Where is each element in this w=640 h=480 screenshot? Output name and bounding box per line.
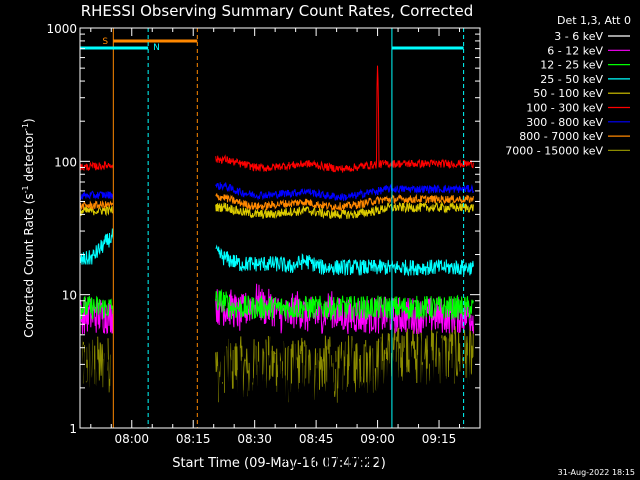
series-line-3-6-kev [79, 330, 114, 469]
legend-title: Det 1,3, Att 0 [557, 14, 631, 27]
axes [79, 27, 481, 429]
marker-label-s: S [102, 37, 108, 47]
series-line-12-25-kev [215, 288, 474, 322]
series-line-100-300-kev [215, 65, 474, 173]
x-axis-label: Start Time (09-May-16 07:47:22) [172, 456, 386, 471]
legend-label-50-100-kev: 50 - 100 keV [533, 87, 603, 100]
legend-label-25-50-kev: 25 - 50 keV [540, 73, 603, 86]
series-line-50-100-kev [79, 204, 114, 217]
footer-date: 31-Aug-2022 18:15 [558, 468, 635, 477]
y-axis-ticks: 1 10 100 1000 [46, 22, 480, 436]
x-tick-label: 09:15 [422, 432, 457, 446]
series-line-50-100-kev [215, 200, 474, 220]
plot-area [79, 65, 474, 469]
series-line-300-800-kev [215, 182, 474, 201]
series-line-300-800-kev [79, 190, 114, 200]
y-tick-label: 10 [62, 289, 77, 303]
x-axis-ticks: 08:00 08:15 08:30 08:45 09:00 09:15 [90, 28, 461, 446]
series-line-25-50-kev [79, 228, 114, 265]
legend-label-100-300-kev: 100 - 300 keV [526, 102, 603, 115]
series-line-25-50-kev [215, 244, 474, 277]
series-line-800-7000-kev [79, 199, 114, 211]
series-line-800-7000-kev [215, 193, 474, 212]
series-line-6-12-kev [215, 283, 474, 334]
x-tick-label: 08:45 [299, 432, 334, 446]
legend-label-7000-15000-kev: 7000 - 15000 keV [505, 144, 603, 157]
plot-frame [79, 27, 481, 429]
x-tick-label: 08:00 [114, 432, 149, 446]
x-tick-label: 08:15 [176, 432, 211, 446]
y-tick-label: 100 [54, 155, 77, 169]
x-tick-label: 09:00 [360, 432, 395, 446]
series-line-12-25-kev [80, 295, 114, 320]
x-tick-label: 08:30 [237, 432, 272, 446]
chart-title: RHESSI Observing Summary Count Rates, Co… [81, 2, 474, 20]
y-axis-label: Corrected Count Rate (s-1 detector-1) [21, 118, 36, 337]
legend-label-6-12-kev: 6 - 12 keV [547, 44, 603, 57]
legend-label-3-6-kev: 3 - 6 keV [554, 30, 603, 43]
marker-label-n: N [153, 43, 160, 53]
series-line-3-6-kev [215, 288, 474, 469]
y-tick-label: 1000 [46, 22, 77, 36]
legend-label-300-800-kev: 300 - 800 keV [526, 116, 603, 129]
y-tick-label: 1 [69, 422, 77, 436]
legend-label-800-7000-kev: 800 - 7000 keV [519, 130, 603, 143]
legend-label-12-25-kev: 12 - 25 keV [540, 59, 603, 72]
series-line-100-300-kev [79, 161, 114, 172]
